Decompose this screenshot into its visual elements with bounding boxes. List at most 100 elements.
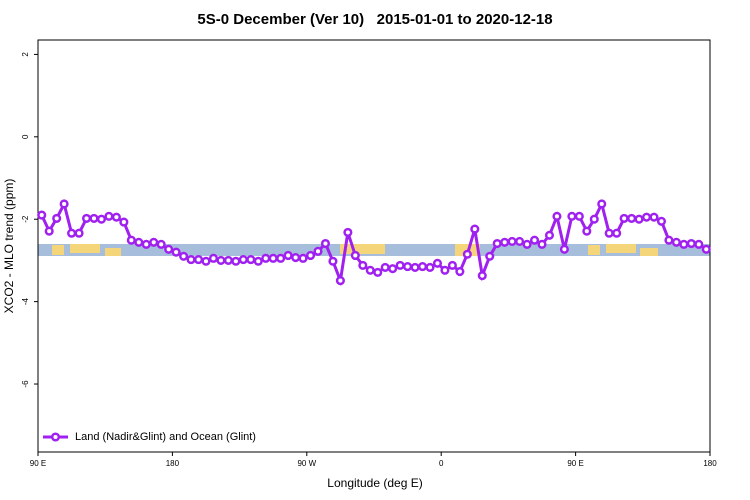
y-axis-label: XCO2 - MLO trend (ppm)	[2, 179, 16, 314]
y-tick-label: 0	[21, 134, 30, 139]
x-tick-label: 180	[703, 459, 717, 468]
point	[447, 260, 457, 270]
point	[67, 228, 77, 238]
point	[52, 213, 62, 223]
point	[358, 260, 368, 270]
point	[649, 212, 659, 222]
point	[694, 239, 704, 249]
point	[59, 199, 69, 209]
legend-label: Land (Nadir&Glint) and Ocean (Glint)	[75, 431, 256, 443]
point	[380, 262, 390, 272]
point	[470, 224, 480, 234]
point	[335, 276, 345, 286]
point	[701, 244, 711, 254]
point	[485, 251, 495, 261]
point	[320, 238, 331, 249]
point	[492, 238, 502, 249]
x-tick-label: 90 E	[30, 459, 46, 468]
point	[574, 211, 584, 221]
point	[432, 258, 443, 268]
point	[246, 255, 256, 265]
point	[193, 255, 204, 265]
point	[179, 251, 189, 261]
point	[216, 255, 226, 265]
point	[656, 216, 667, 226]
y-tick-label: 2	[21, 52, 30, 57]
point	[388, 264, 398, 274]
point	[627, 213, 637, 223]
point	[291, 252, 301, 263]
legend-marker	[50, 432, 61, 442]
point	[343, 227, 353, 237]
point	[425, 262, 435, 272]
point	[671, 237, 681, 247]
point	[552, 211, 562, 221]
chart-title: 5S-0 December (Ver 10) 2015-01-01 to 202…	[197, 11, 552, 28]
point	[604, 228, 614, 238]
plot-frame	[37, 39, 711, 453]
x-tick-label: 0	[439, 459, 444, 468]
point	[395, 260, 405, 270]
point	[686, 238, 696, 249]
point	[238, 255, 248, 265]
x-axis-label: Longitude (deg E)	[327, 476, 422, 490]
point	[305, 250, 316, 261]
point	[529, 235, 540, 245]
y-tick-label: -6	[21, 380, 30, 388]
point	[641, 212, 652, 222]
point	[500, 237, 510, 247]
point	[373, 267, 383, 277]
point	[612, 228, 622, 238]
point	[567, 211, 577, 221]
point	[440, 265, 450, 275]
point	[208, 253, 219, 263]
point	[74, 228, 84, 238]
point	[261, 253, 271, 263]
point	[515, 236, 525, 247]
point	[589, 214, 599, 224]
point	[268, 253, 278, 263]
point	[126, 235, 136, 245]
point	[186, 255, 196, 265]
y-tick-label: -4	[21, 298, 30, 306]
point	[134, 237, 144, 247]
x-tick-label: 90 W	[297, 459, 316, 468]
point	[522, 239, 532, 249]
point	[111, 212, 121, 222]
point	[104, 211, 114, 221]
point	[477, 271, 487, 281]
point	[634, 214, 644, 224]
point	[507, 236, 517, 247]
point	[37, 210, 47, 220]
y-tick-label: -2	[21, 215, 30, 223]
point	[559, 244, 569, 254]
point	[119, 217, 129, 227]
point	[455, 266, 465, 277]
point	[89, 213, 99, 223]
point	[283, 250, 293, 261]
point	[328, 256, 338, 266]
x-tick-label: 180	[166, 459, 180, 468]
point	[410, 262, 420, 272]
point	[44, 226, 54, 236]
point	[365, 265, 375, 275]
point	[298, 253, 308, 263]
point	[544, 230, 555, 240]
point	[156, 239, 166, 249]
point	[417, 262, 428, 272]
point	[223, 255, 233, 265]
point	[664, 235, 674, 245]
point	[96, 214, 107, 224]
point	[313, 246, 323, 256]
x-tick-label: 90 E	[567, 459, 583, 468]
point	[253, 256, 263, 266]
point	[141, 239, 151, 249]
point	[276, 253, 286, 263]
point	[164, 244, 174, 254]
point	[679, 239, 689, 249]
point	[597, 199, 607, 209]
point	[81, 213, 92, 223]
point	[582, 226, 592, 236]
point	[350, 250, 360, 261]
